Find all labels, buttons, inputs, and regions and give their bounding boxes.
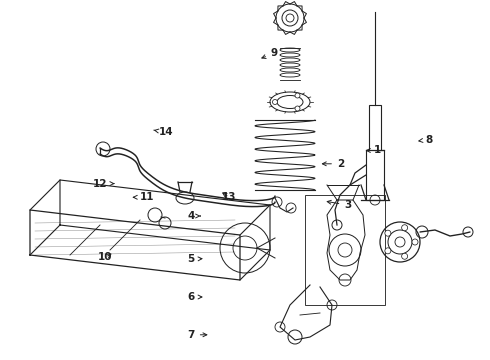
Text: 3: 3: [327, 200, 351, 210]
Text: 8: 8: [419, 135, 432, 145]
Bar: [369, 105, 381, 150]
Circle shape: [295, 106, 300, 111]
Text: 9: 9: [262, 48, 278, 58]
Circle shape: [402, 225, 408, 231]
Text: 1: 1: [367, 145, 381, 156]
Text: 13: 13: [222, 192, 237, 202]
Text: 4: 4: [187, 211, 200, 221]
Circle shape: [385, 230, 391, 236]
Circle shape: [412, 239, 418, 245]
Text: 11: 11: [133, 192, 154, 202]
Circle shape: [295, 93, 300, 98]
Bar: [305, 195, 385, 305]
Text: 7: 7: [187, 330, 207, 340]
Text: 2: 2: [322, 159, 344, 169]
Text: 14: 14: [154, 127, 174, 138]
Circle shape: [272, 99, 277, 104]
Text: 5: 5: [188, 254, 202, 264]
Text: 6: 6: [188, 292, 202, 302]
Bar: [366, 150, 384, 200]
Text: 10: 10: [98, 252, 113, 262]
Text: 12: 12: [93, 179, 114, 189]
Circle shape: [402, 253, 408, 259]
Circle shape: [385, 248, 391, 254]
